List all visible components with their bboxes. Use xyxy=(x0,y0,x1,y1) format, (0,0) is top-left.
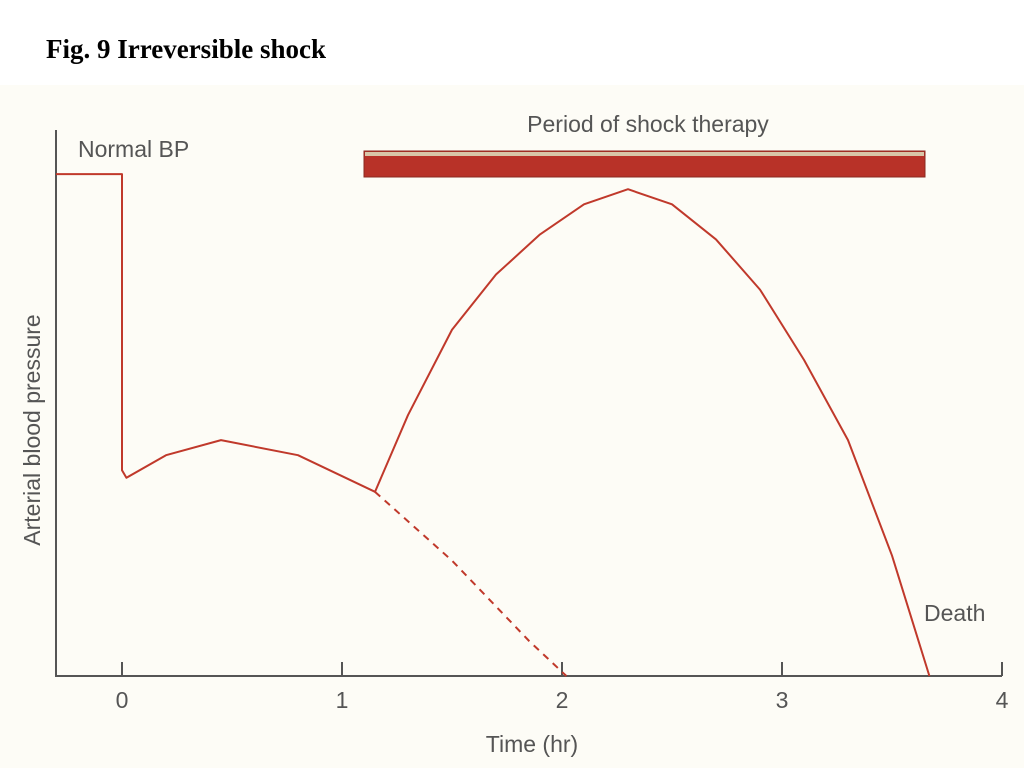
x-tick-label: 1 xyxy=(336,687,349,713)
x-tick-label: 3 xyxy=(776,687,789,713)
x-tick-label: 4 xyxy=(996,687,1009,713)
annotation: Period of shock therapy xyxy=(527,111,769,137)
line xyxy=(56,173,931,677)
y-axis-label: Arterial blood pressure xyxy=(19,314,45,545)
line xyxy=(374,491,568,677)
x-tick-label: 0 xyxy=(116,687,129,713)
therapy-bar-highlight xyxy=(365,152,924,156)
x-axis-label: Time (hr) xyxy=(486,731,578,757)
annotation: Normal BP xyxy=(78,136,189,162)
annotation: Death xyxy=(924,600,985,626)
chart-background xyxy=(0,85,1024,768)
x-tick-label: 2 xyxy=(556,687,569,713)
chart-title: Fig. 9 Irreversible shock xyxy=(46,34,326,64)
